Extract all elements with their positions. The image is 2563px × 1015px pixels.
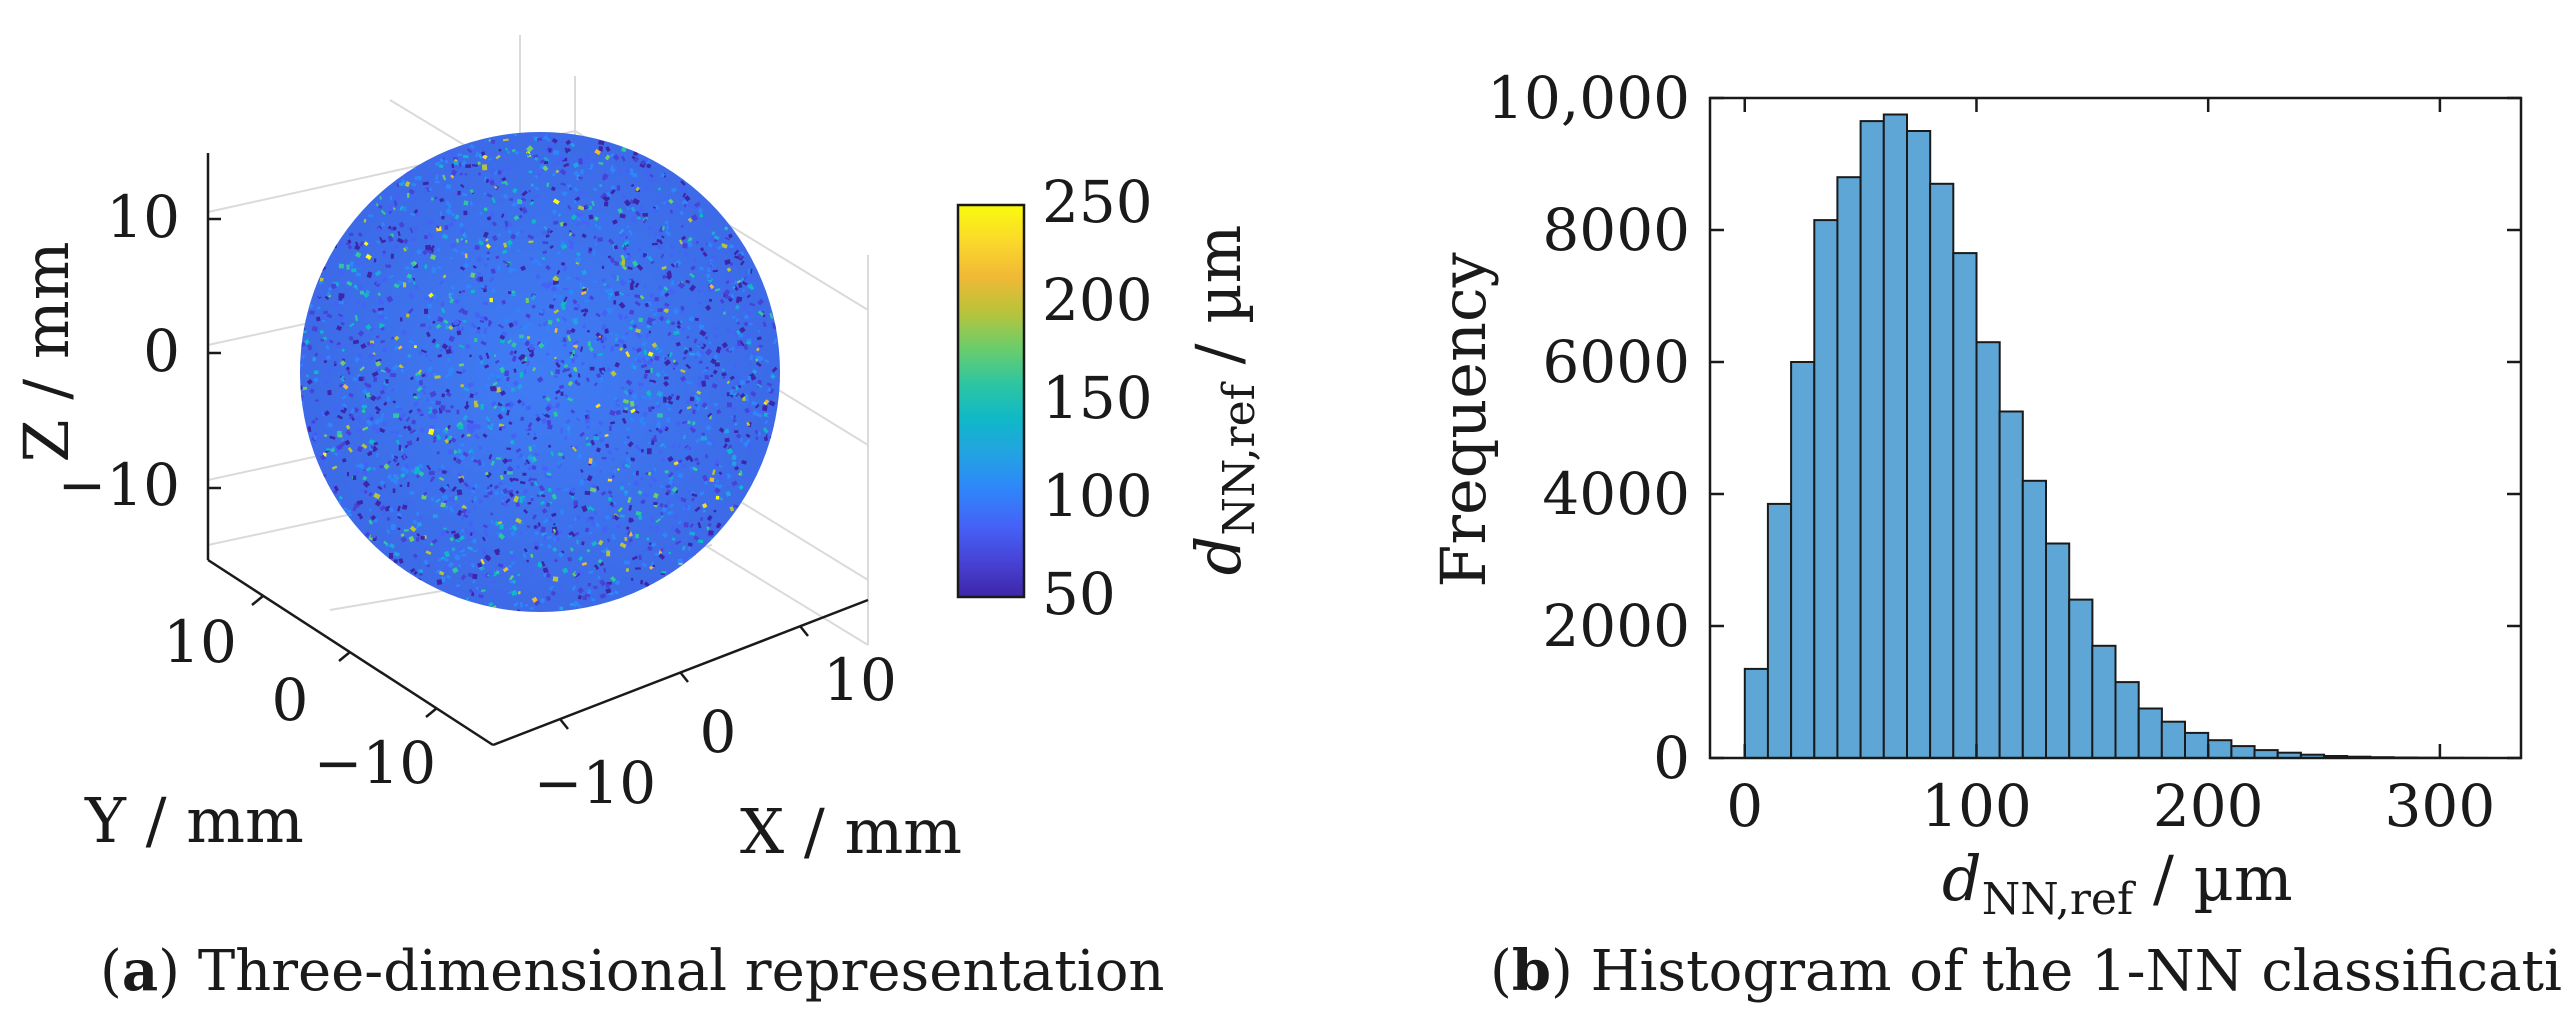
y-tick-label: 10,000 — [1487, 64, 1690, 132]
histogram-bar — [1743, 667, 1769, 760]
histogram-bar — [1859, 120, 1885, 760]
histogram-bar — [2160, 720, 2186, 760]
histogram-bar — [1813, 219, 1839, 760]
histogram-bar — [2114, 681, 2140, 759]
histogram-bar — [1952, 252, 1978, 759]
colorbar-tick-label: 200 — [1042, 266, 1153, 334]
y-tick-label: 2000 — [1542, 592, 1690, 660]
histogram-bars — [1743, 113, 2488, 760]
y-tick-label: 6000 — [1542, 328, 1690, 396]
histogram-bar — [1790, 361, 1816, 759]
histogram-bar — [1836, 176, 1862, 759]
y-tick-label: −10 — [314, 729, 436, 797]
histogram-bar — [1766, 502, 1793, 759]
histogram-bar — [1975, 341, 2001, 759]
x-tick-label: 100 — [1921, 772, 2032, 840]
y-tick-label: 10 — [163, 608, 237, 676]
y-tick-label: 0 — [1653, 724, 1690, 792]
figure-b-histogram: 0 2000 4000 6000 8000 10,000 0 100 200 300 Frequ… — [1427, 64, 2563, 1004]
histogram-bar — [1882, 113, 1908, 759]
y-ticks: 0 2000 4000 6000 8000 10,000 — [1487, 64, 2521, 792]
histogram-bar — [1929, 182, 1955, 760]
caption-b: (b) Histogram of the 1-NN classification — [1490, 938, 2563, 1004]
x-tick-label: 0 — [700, 698, 737, 766]
x-axis-label: X / mm — [740, 795, 962, 868]
histogram-bar — [2045, 542, 2071, 759]
caption-a: (a) Three-dimensional representation — [100, 938, 1165, 1004]
histogram-bar — [2021, 479, 2047, 759]
sphere-surface — [300, 132, 780, 612]
colorbar-tick-label: 100 — [1042, 462, 1153, 530]
histogram-bar — [1998, 410, 2024, 759]
z-tick-label: 0 — [143, 317, 180, 385]
colorbar-label: dNN,ref / µm — [1182, 225, 1265, 576]
x-ticks: 0 100 200 300 — [1726, 98, 2495, 840]
x-tick-label: 200 — [2153, 772, 2264, 840]
colorbar-tick-label: 50 — [1042, 560, 1116, 628]
x-tick-label: 300 — [2385, 772, 2496, 840]
histogram-bar — [2207, 739, 2233, 760]
z-axis-label: Z / mm — [10, 242, 83, 463]
histogram-bar — [2091, 644, 2117, 759]
y-axis-label: Y / mm — [84, 784, 304, 857]
y-axis-label: Frequency — [1427, 252, 1500, 587]
z-tick-label: −10 — [58, 451, 180, 519]
histogram-bar — [2137, 707, 2163, 759]
histogram-bar — [1906, 130, 1932, 759]
z-tick-label: 10 — [106, 183, 180, 251]
colorbar-tick-label: 150 — [1042, 364, 1153, 432]
x-tick-label: −10 — [534, 749, 656, 817]
3d-axes — [206, 153, 869, 747]
plot-frame — [1708, 96, 2523, 760]
figure-a-3d-plot: 10 0 −10 10 0 −10 −10 0 10 Z / mm Y / mm… — [10, 35, 1265, 1004]
x-tick-label: 0 — [1726, 772, 1763, 840]
histogram-bar — [2068, 598, 2094, 759]
x-axis-label: dNN,ref / µm — [1942, 842, 2293, 925]
y-tick-label: 8000 — [1542, 196, 1690, 264]
x-tick-label: 10 — [823, 646, 897, 714]
histogram-bar — [2230, 745, 2256, 759]
colorbar: 250 200 150 100 50 dNN,ref / µm — [956, 168, 1265, 628]
colorbar-tick-label: 250 — [1042, 168, 1153, 236]
y-tick-label: 4000 — [1542, 460, 1690, 528]
y-tick-label: 0 — [272, 666, 309, 734]
histogram-bar — [2184, 731, 2210, 760]
